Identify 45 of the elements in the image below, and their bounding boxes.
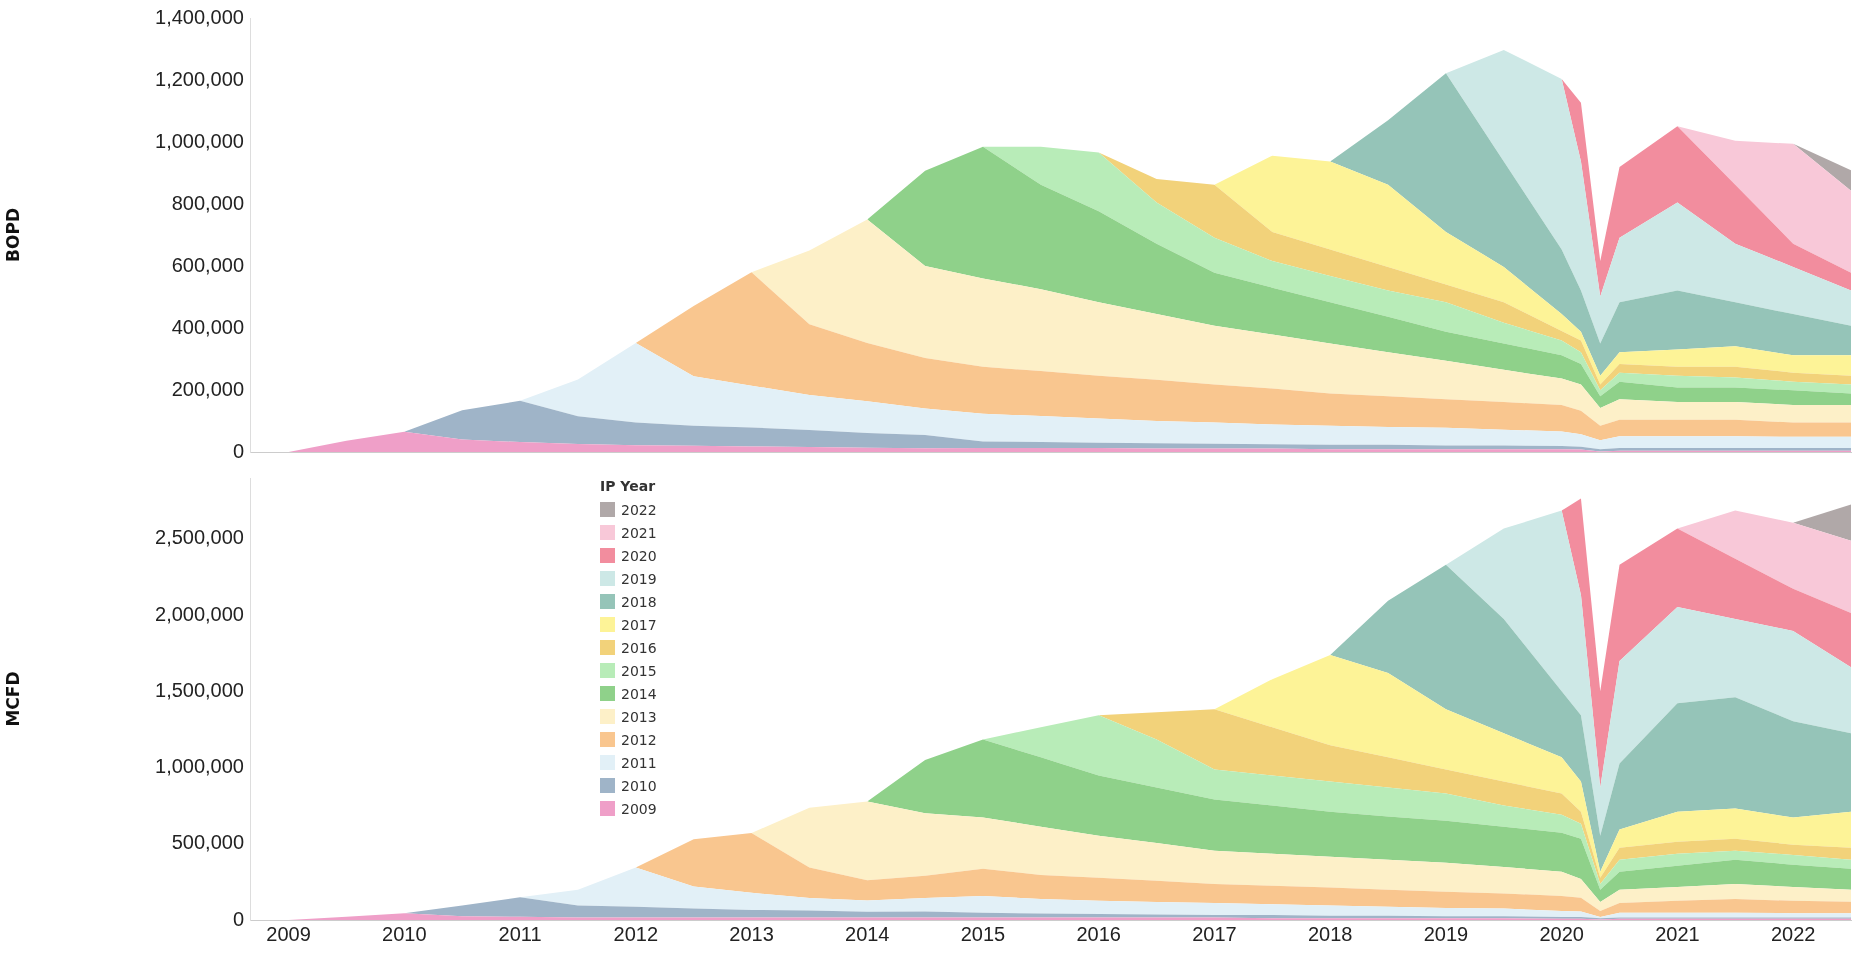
x-tick-label: 2021 bbox=[1655, 922, 1700, 945]
legend-label: 2016 bbox=[621, 638, 657, 658]
y-tick-label: 1,500,000 bbox=[155, 678, 244, 701]
legend-label: 2018 bbox=[621, 592, 657, 612]
y-tick-label: 600,000 bbox=[171, 253, 244, 276]
x-tick-label: 2015 bbox=[960, 922, 1006, 945]
x-tick-label: 2018 bbox=[1307, 922, 1353, 945]
y-tick-label: 2,500,000 bbox=[155, 526, 244, 549]
x-tick-label: 2022 bbox=[1770, 922, 1816, 945]
x-tick-label: 2009 bbox=[266, 922, 311, 945]
y-tick-label: 0 bbox=[232, 907, 244, 930]
legend-label: 2022 bbox=[621, 500, 657, 520]
x-tick-label: 2019 bbox=[1423, 922, 1469, 945]
y-tick-label: 200,000 bbox=[171, 377, 244, 400]
x-tick-label: 2014 bbox=[845, 922, 890, 945]
legend-label: 2009 bbox=[621, 799, 657, 819]
y-tick-label: 1,400,000 bbox=[155, 5, 244, 28]
x-tick-label: 2013 bbox=[729, 922, 774, 945]
legend-label: 2013 bbox=[621, 707, 657, 727]
x-tick-label: 2010 bbox=[382, 922, 427, 945]
legend-label: 2011 bbox=[621, 753, 657, 773]
legend-label: 2015 bbox=[621, 661, 657, 681]
y-tick-label: 800,000 bbox=[171, 191, 244, 214]
x-tick-label: 2016 bbox=[1076, 922, 1121, 945]
y-tick-label: 1,000,000 bbox=[155, 129, 244, 152]
legend-label: 2014 bbox=[621, 684, 657, 704]
x-tick-label: 2012 bbox=[613, 922, 659, 945]
x-tick-label: 2011 bbox=[498, 922, 542, 945]
legend-label: 2020 bbox=[621, 546, 657, 566]
y-tick-label: 1,000,000 bbox=[155, 755, 244, 778]
y-tick-label: 1,200,000 bbox=[155, 67, 244, 90]
legend-title: IP Year bbox=[600, 477, 657, 496]
x-tick-label: 2017 bbox=[1192, 922, 1237, 945]
legend-label: 2019 bbox=[621, 569, 657, 589]
y-axis-title: BOPD bbox=[2, 208, 23, 262]
y-tick-label: 400,000 bbox=[171, 315, 244, 338]
y-tick-label: 2,000,000 bbox=[155, 602, 244, 625]
x-tick-label: 2020 bbox=[1539, 922, 1584, 945]
y-axis-title: MCFD bbox=[2, 671, 23, 727]
legend-label: 2017 bbox=[621, 615, 657, 635]
legend-label: 2012 bbox=[621, 730, 657, 750]
legend-label: 2010 bbox=[621, 776, 657, 796]
y-tick-label: 500,000 bbox=[171, 831, 244, 854]
legend-label: 2021 bbox=[621, 523, 657, 543]
y-tick-label: 0 bbox=[232, 439, 244, 462]
